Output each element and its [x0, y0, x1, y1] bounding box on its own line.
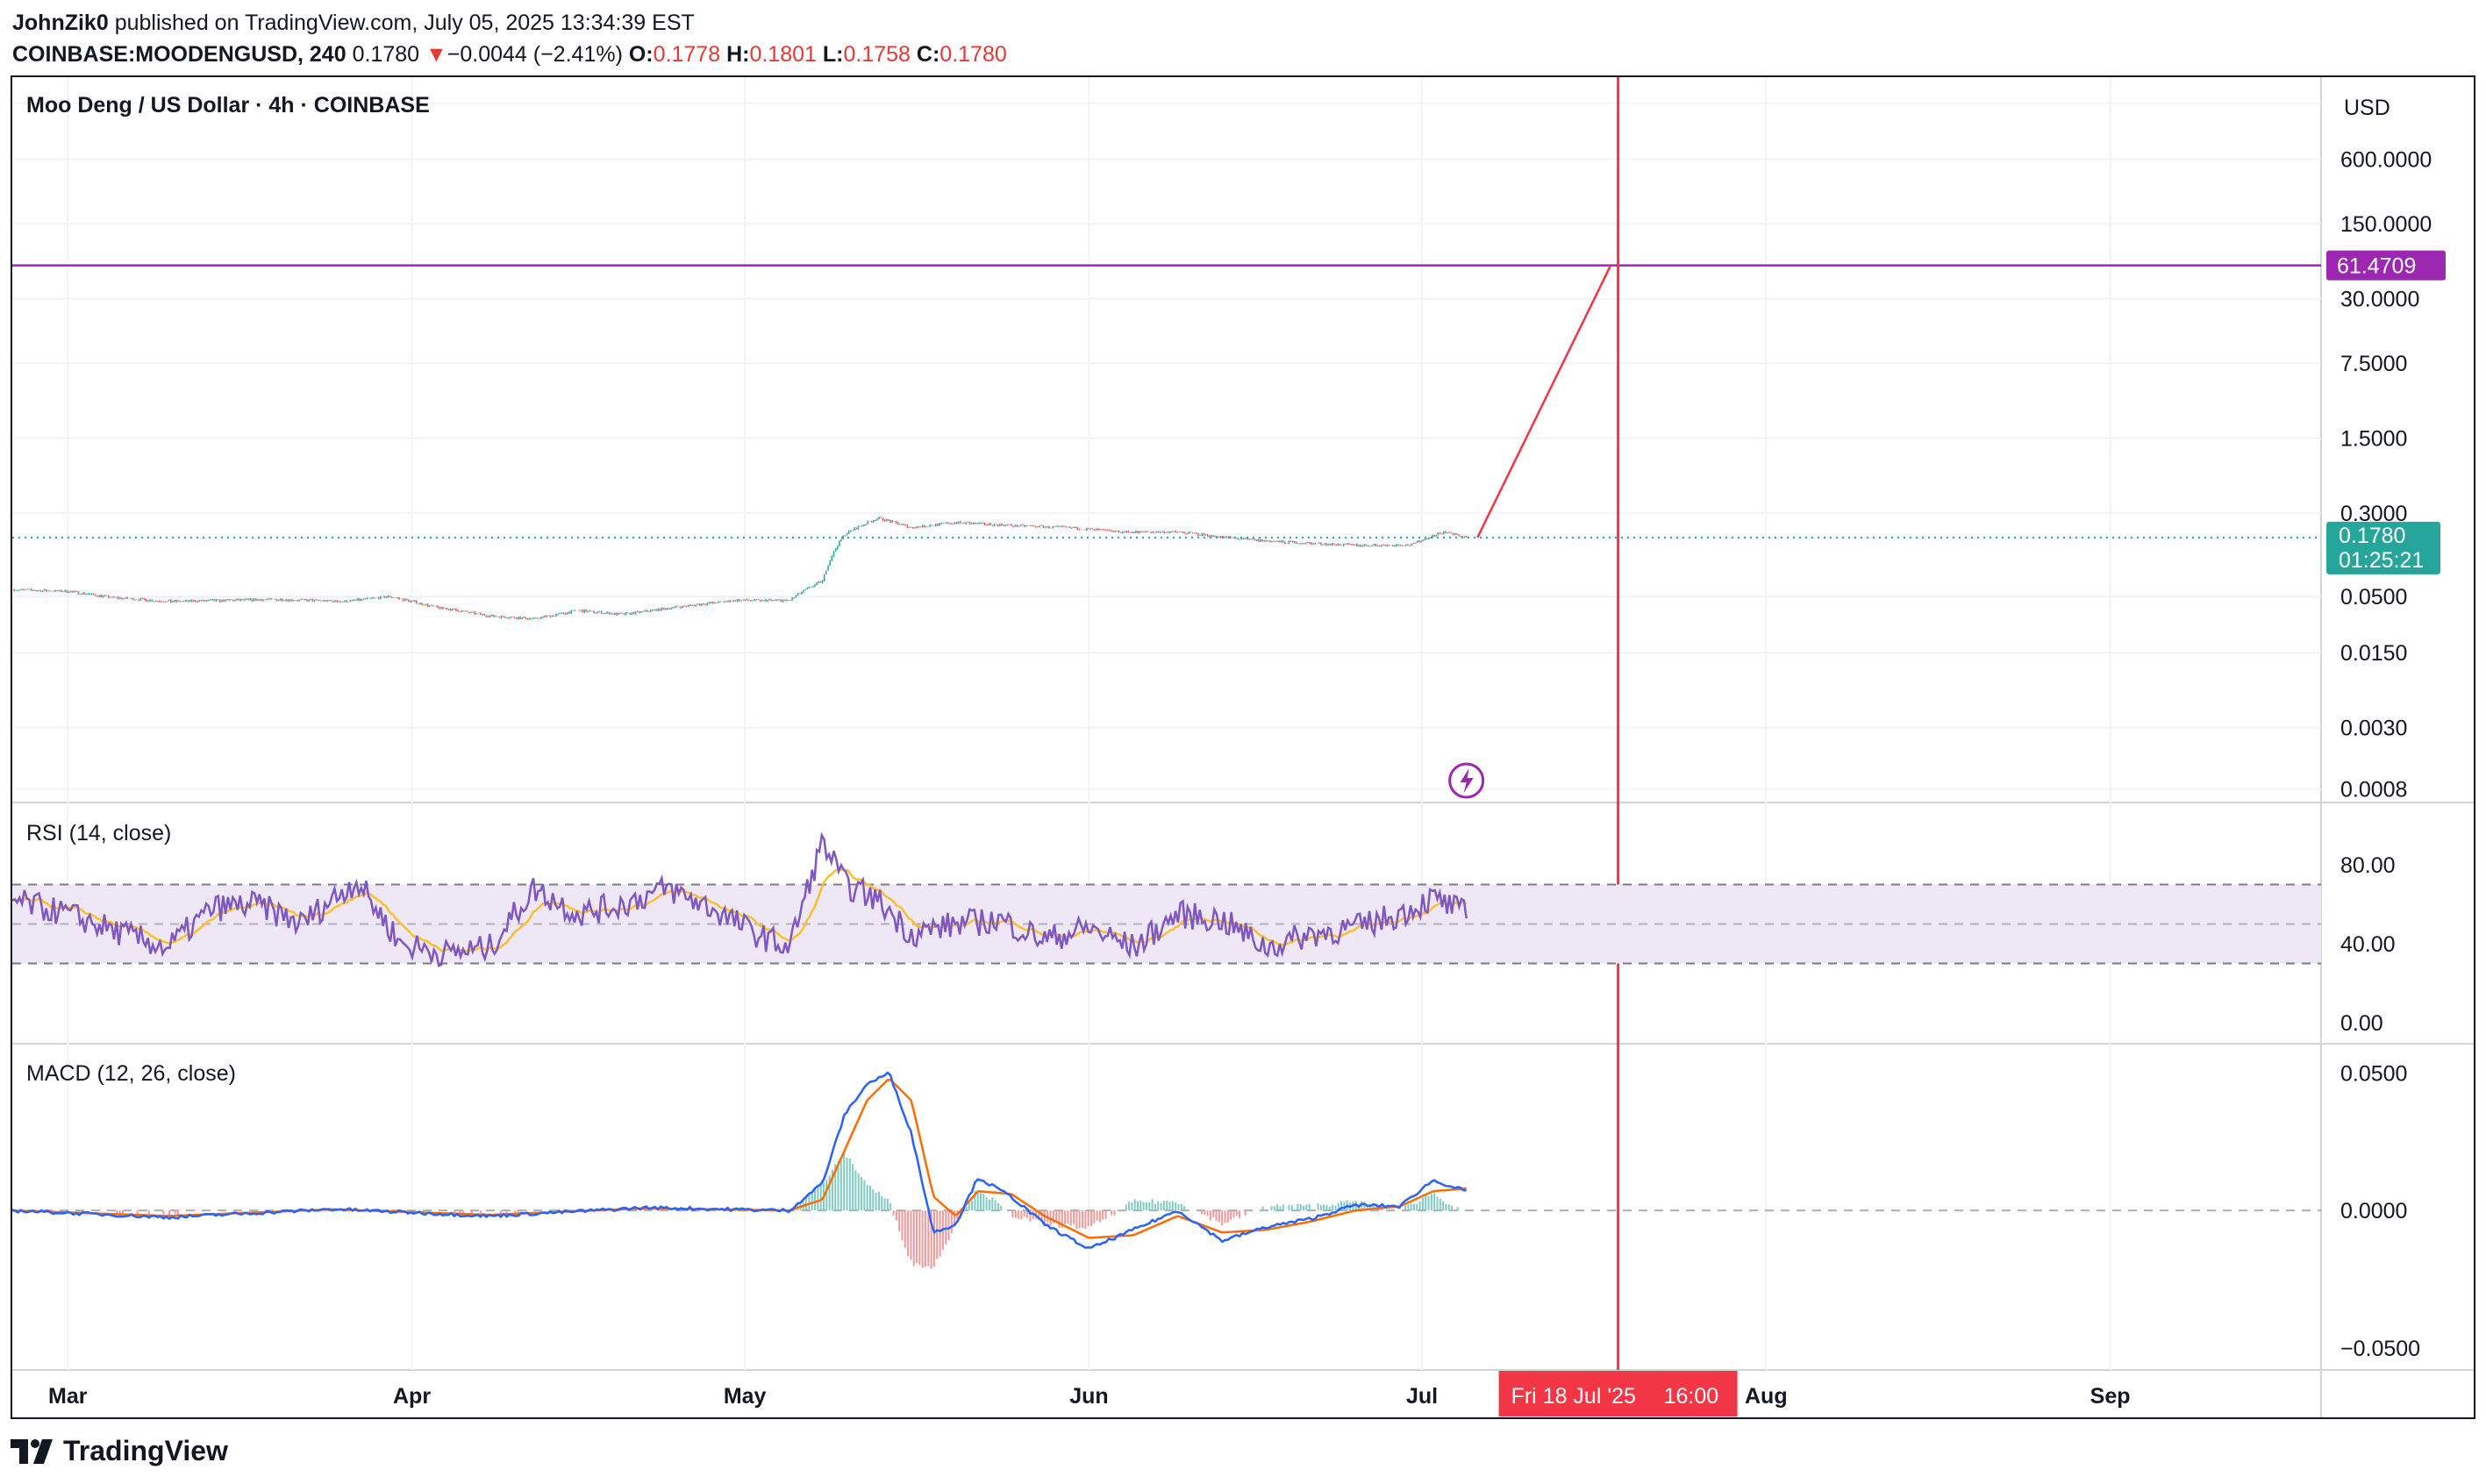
open-label: O: — [628, 42, 654, 67]
symbol-label: COINBASE:MOODENGUSD, 240 — [12, 42, 346, 67]
x-tick-label: Sep — [2090, 1384, 2131, 1409]
macd-tick-label: 0.0500 — [2340, 1061, 2407, 1086]
projection-trend-line[interactable] — [1476, 265, 1612, 539]
rsi-pane-title: RSI (14, close) — [26, 821, 171, 845]
bar-countdown-label: 01:25:21 — [2339, 548, 2424, 573]
published-text: published on TradingView.com, July 05, 2… — [108, 11, 695, 35]
change-arrow-icon: ▼ — [425, 42, 447, 67]
x-tick-label: Mar — [48, 1384, 88, 1409]
x-tick-label: Apr — [393, 1384, 431, 1409]
price-tick-label: 0.0500 — [2340, 585, 2407, 610]
lightning-icon-bolt — [1460, 768, 1474, 793]
macd-tick-label: −0.0500 — [2340, 1337, 2420, 1361]
chart-frame[interactable] — [11, 75, 2475, 1419]
price-tick-label: 0.0030 — [2340, 717, 2407, 741]
high-value: 0.1801 — [749, 42, 817, 67]
candlestick-series[interactable] — [13, 517, 1468, 620]
price-tick-label: 1.5000 — [2340, 427, 2407, 452]
ohlc-line: COINBASE:MOODENGUSD, 240 0.1780 ▼−0.0044… — [12, 39, 1007, 70]
rsi-line — [11, 831, 1468, 967]
close-label: C: — [916, 42, 940, 67]
macd-pane-title: MACD (12, 26, close) — [26, 1061, 236, 1086]
x-tick-label: Jun — [1069, 1384, 1108, 1409]
chart-header: JohnZik0 published on TradingView.com, J… — [12, 7, 1007, 70]
rsi-tick-label: 80.00 — [2340, 853, 2396, 878]
price-tick-label: 30.0000 — [2340, 288, 2419, 312]
macd-histogram — [116, 1152, 1459, 1269]
date-marker-label: Fri 18 Jul '25 — [1511, 1384, 1636, 1409]
rsi-tick-label: 40.00 — [2340, 932, 2396, 957]
close-value: 0.1780 — [939, 42, 1007, 67]
currency-label: USD — [2344, 96, 2390, 120]
x-tick-label: May — [724, 1384, 767, 1409]
price-pane-title: Moo Deng / US Dollar · 4h · COINBASE — [26, 93, 430, 118]
price-tick-label: 7.5000 — [2340, 352, 2407, 376]
publish-line: JohnZik0 published on TradingView.com, J… — [12, 7, 1007, 39]
macd-tick-label: 0.0000 — [2340, 1199, 2407, 1224]
price-tick-label: 600.0000 — [2340, 148, 2432, 173]
tradingview-logo-icon — [11, 1438, 53, 1464]
last-price: 0.1780 — [352, 42, 420, 67]
x-tick-label: Jul — [1406, 1384, 1438, 1409]
last-price-label: 0.1780 — [2339, 524, 2405, 548]
price-change: −0.0044 (−2.41%) — [446, 42, 623, 67]
low-value: 0.1758 — [843, 42, 911, 67]
tradingview-logo[interactable]: TradingView — [11, 1435, 228, 1467]
target-price-badge — [2326, 250, 2446, 281]
price-tick-label: 0.0150 — [2340, 641, 2407, 666]
date-marker-badge — [1498, 1371, 1738, 1416]
price-tick-label: 0.0008 — [2340, 778, 2407, 803]
lightning-icon[interactable] — [1448, 762, 1485, 799]
date-marker-time: 16:00 — [1664, 1384, 1719, 1409]
high-label: H: — [726, 42, 750, 67]
rsi-tick-label: 0.00 — [2340, 1011, 2383, 1036]
brand-name: TradingView — [63, 1435, 228, 1466]
macd-line — [11, 1071, 1467, 1249]
price-tick-label: 150.0000 — [2340, 212, 2432, 237]
x-tick-label: Aug — [1745, 1384, 1788, 1409]
target-price-label: 61.4709 — [2337, 254, 2416, 279]
low-label: L: — [822, 42, 844, 67]
publisher-name[interactable]: JohnZik0 — [12, 11, 109, 35]
open-value: 0.1778 — [653, 42, 721, 67]
currency-badge[interactable] — [2326, 84, 2470, 128]
last-price-badge — [2326, 521, 2440, 574]
